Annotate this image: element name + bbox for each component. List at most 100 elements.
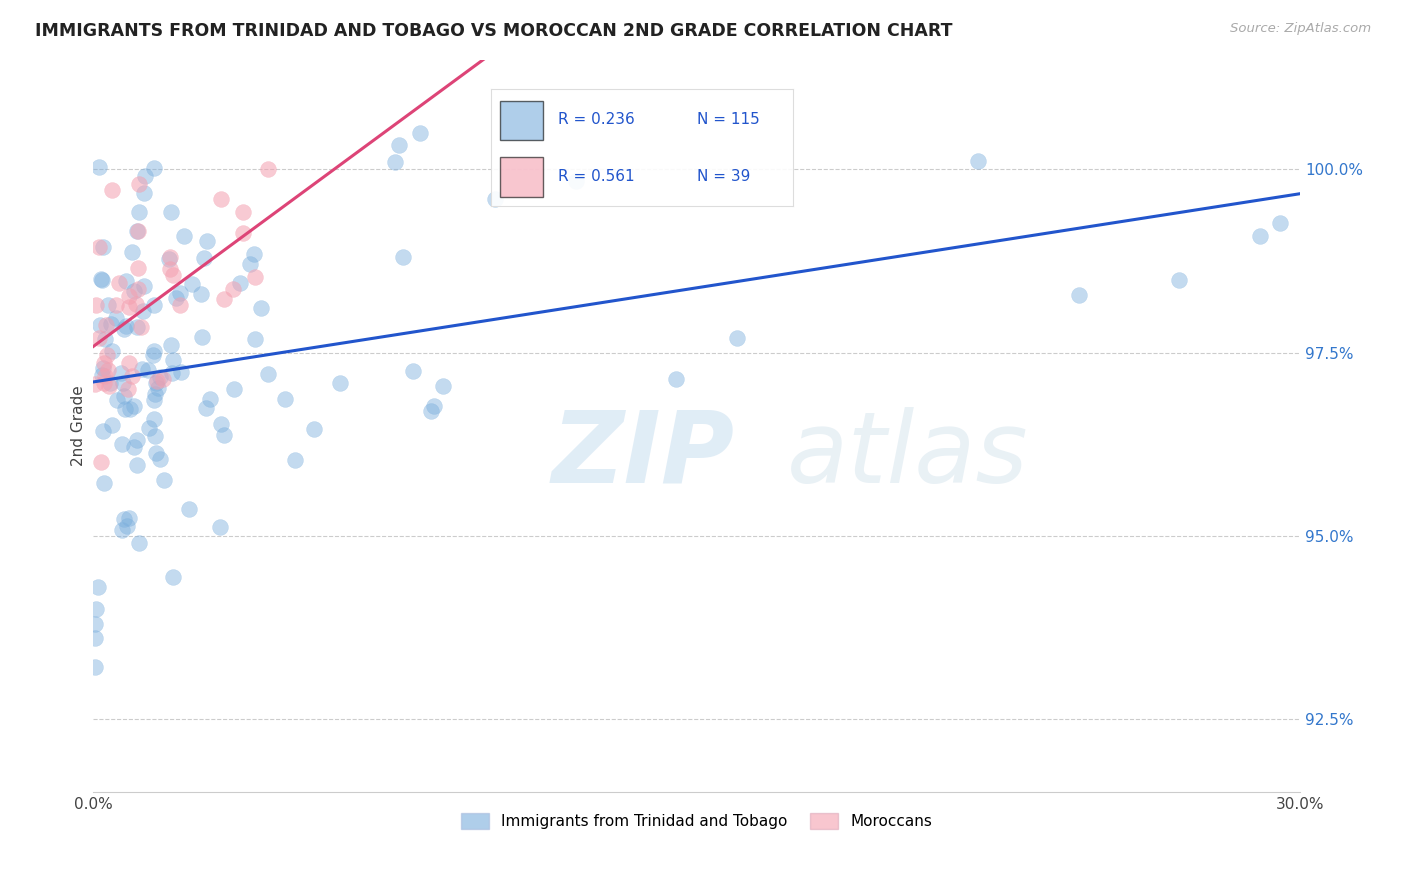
Point [209, 192, 232, 206]
Point [89, 318, 111, 333]
Point [128, 536, 150, 550]
Point [304, 422, 326, 436]
Point [118, 401, 141, 416]
Point [118, 511, 141, 525]
Point [402, 364, 425, 378]
Point [143, 429, 166, 443]
Point [101, 418, 124, 433]
Point [391, 250, 413, 264]
Point [159, 338, 181, 352]
Point [157, 252, 180, 266]
Point [181, 277, 204, 291]
Point [145, 446, 167, 460]
Point [565, 174, 588, 188]
Point [96, 348, 118, 362]
Point [111, 376, 134, 391]
Point [122, 284, 145, 298]
Point [118, 355, 141, 369]
Point [229, 276, 252, 290]
Point [209, 520, 232, 534]
Point [97, 363, 120, 377]
Point [197, 234, 219, 248]
Point [98, 376, 121, 390]
Text: atlas: atlas [787, 407, 1029, 504]
Point [484, 192, 506, 206]
Point [160, 205, 183, 219]
Point [145, 376, 167, 391]
Point [97, 379, 120, 393]
Point [432, 379, 454, 393]
Point [122, 440, 145, 454]
Point [90, 455, 112, 469]
Point [93, 476, 115, 491]
Point [256, 162, 278, 177]
Point [243, 247, 266, 261]
Point [136, 362, 159, 376]
Point [222, 282, 245, 296]
Point [91, 424, 114, 438]
Text: IMMIGRANTS FROM TRINIDAD AND TOBAGO VS MOROCCAN 2ND GRADE CORRELATION CHART: IMMIGRANTS FROM TRINIDAD AND TOBAGO VS M… [35, 22, 953, 40]
Point [149, 452, 172, 467]
Point [284, 452, 307, 467]
Point [146, 374, 169, 388]
Point [93, 376, 115, 391]
Point [250, 301, 273, 315]
Point [110, 367, 132, 381]
Point [148, 381, 170, 395]
Point [1249, 228, 1271, 243]
Point [87, 160, 110, 174]
Point [87, 330, 110, 344]
Point [118, 288, 141, 302]
Point [94, 332, 117, 346]
Point [89, 239, 111, 253]
Point [243, 270, 266, 285]
Point [132, 304, 155, 318]
Point [125, 297, 148, 311]
Point [193, 251, 215, 265]
Point [153, 474, 176, 488]
Point [84, 602, 107, 616]
Point [725, 331, 748, 345]
Point [143, 298, 166, 312]
Point [94, 369, 117, 384]
Point [127, 282, 149, 296]
Point [243, 332, 266, 346]
Point [127, 224, 149, 238]
Legend: Immigrants from Trinidad and Tobago, Moroccans: Immigrants from Trinidad and Tobago, Mor… [456, 807, 938, 836]
Point [134, 169, 156, 183]
Point [1168, 273, 1191, 287]
Point [111, 437, 134, 451]
Point [162, 268, 184, 283]
Point [329, 376, 352, 391]
Point [274, 392, 297, 406]
Point [195, 401, 218, 415]
Point [105, 298, 128, 312]
Point [143, 343, 166, 358]
Point [105, 311, 128, 326]
Point [97, 298, 120, 312]
Point [212, 427, 235, 442]
Point [105, 392, 128, 407]
Point [159, 262, 181, 277]
Point [111, 523, 134, 537]
Point [128, 178, 150, 192]
Point [138, 421, 160, 435]
Point [967, 153, 990, 168]
Point [232, 204, 254, 219]
Point [125, 319, 148, 334]
Point [129, 320, 152, 334]
Point [115, 519, 138, 533]
Y-axis label: 2nd Grade: 2nd Grade [72, 385, 86, 467]
Point [143, 393, 166, 408]
Point [127, 260, 149, 275]
Point [142, 348, 165, 362]
Point [422, 399, 444, 413]
Point [125, 433, 148, 447]
Point [124, 399, 146, 413]
Point [179, 501, 201, 516]
Point [162, 366, 184, 380]
Point [87, 580, 110, 594]
Point [108, 277, 131, 291]
Point [84, 660, 107, 674]
Point [165, 291, 187, 305]
